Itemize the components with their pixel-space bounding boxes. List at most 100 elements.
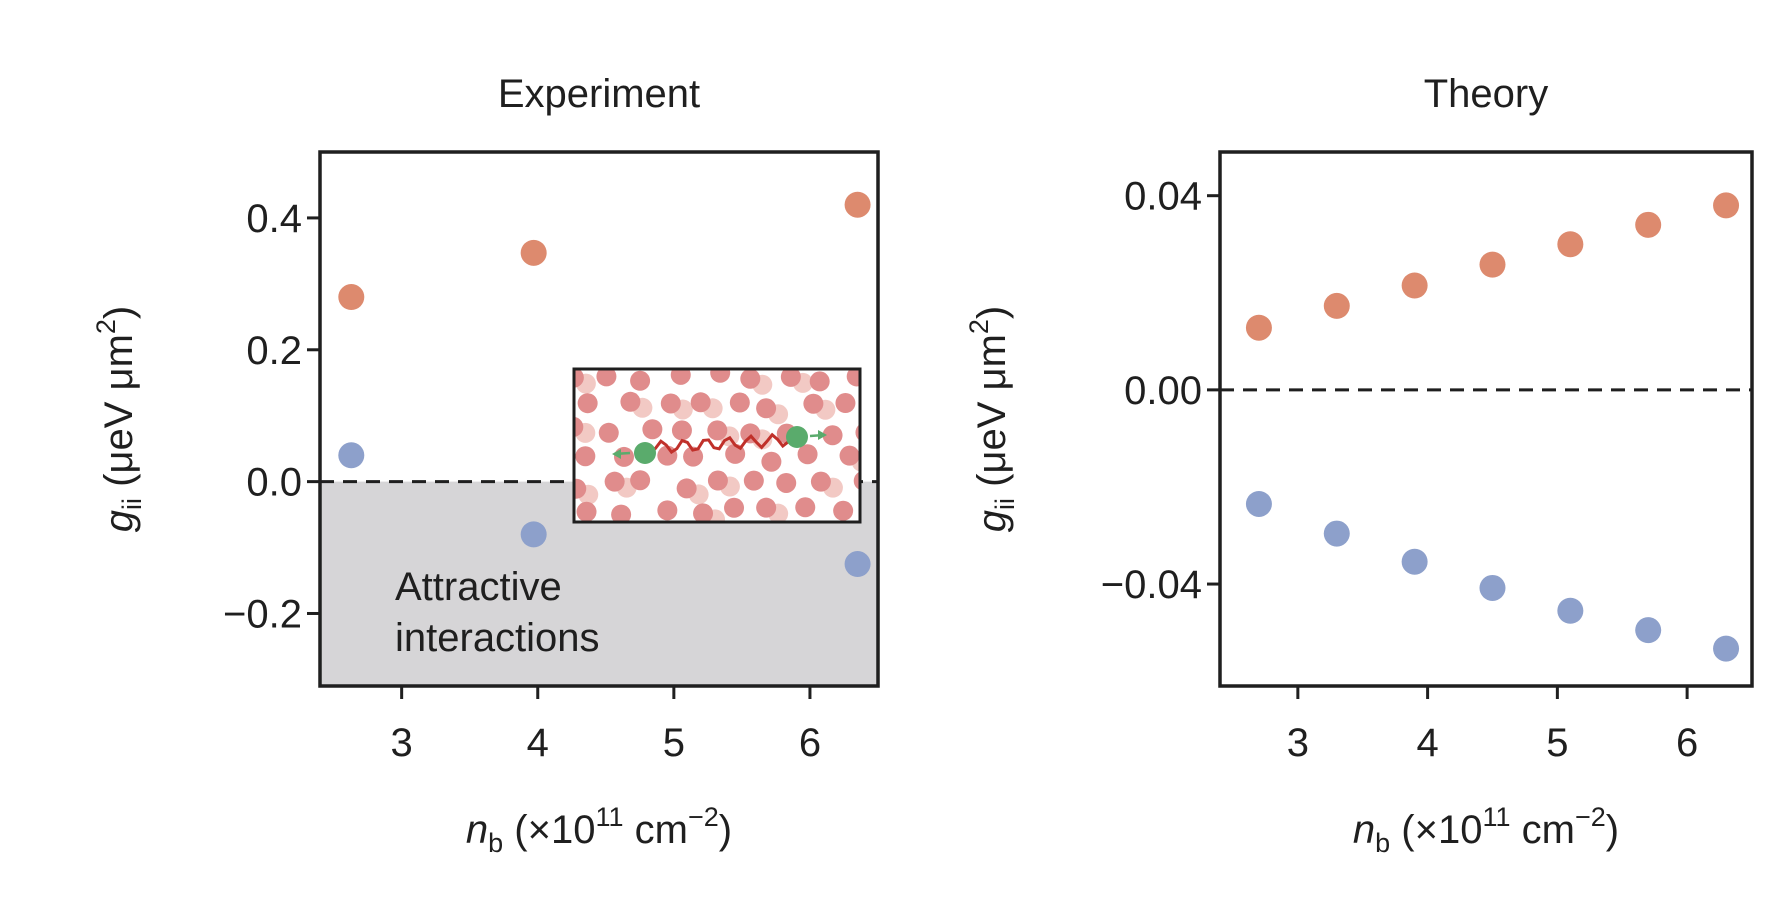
x-axis-label: nb (×1011 cm−2) [1353,802,1619,858]
inset-arrow-right-head [818,430,827,440]
y-axis-label: gii (μeV μm2) [91,306,147,533]
inset-illustration [572,367,904,524]
inset-particle [642,419,663,440]
repulsive-data-point [1245,314,1272,341]
inset-particle [707,420,728,441]
attractive-data-point [844,551,871,578]
inset-particle [596,369,617,387]
inset-particle [780,369,801,387]
attractive-data-point [1323,520,1350,547]
y-tick-label: 0.2 [246,329,302,373]
x-label-sub: b [1375,828,1390,858]
inset-particle [803,393,824,414]
y-tick-label: 0.04 [1124,175,1202,219]
inset-particle [853,471,860,491]
x-tick-label: 4 [1416,721,1438,765]
x-label-var: n [466,808,488,852]
attractive-data-point [338,442,365,469]
x-label-unit: cm [624,808,688,852]
inset-particle [776,472,797,493]
inset-particle [710,369,731,383]
inset-particle [756,497,777,518]
y-axis-label: gii (μeV μm2) [964,306,1020,533]
inset-particle [846,369,860,387]
repulsive-data-point [1635,211,1662,238]
x-tick-label: 6 [799,721,821,765]
inset-particle [598,422,619,443]
axes-frame [1218,150,1754,688]
x-tick-label: 5 [1546,721,1568,765]
attractive-data-point [1557,597,1584,624]
inset-particle [756,398,777,419]
inset-particle [724,497,745,518]
y-tick-label: 0.4 [246,197,302,241]
inset-particle [574,369,584,388]
y-label-unit: ) [970,306,1014,319]
inset-particle [835,393,856,414]
x-axis-label: nb (×1011 cm−2) [466,802,732,858]
y-label-unit: (μeV μm [97,334,141,498]
inset-particle [611,504,632,522]
inset-particle [604,471,625,492]
x-tick-label: 3 [391,721,413,765]
panel-title: Theory [1424,72,1549,116]
x-label-var: n [1353,808,1375,852]
inset-particle [614,446,635,467]
attractive-data-point [1245,490,1272,517]
attractive-data-point [1401,548,1428,575]
inset-particle [683,446,704,467]
inset-particle [743,470,764,491]
inset-particle [761,451,782,472]
x-label-exp: −2 [688,802,719,832]
x-label-exp: 11 [595,802,623,832]
inset-particle [574,478,587,499]
y-label-unit: ) [97,306,141,319]
inset-particle [740,423,761,444]
inset-particle [690,392,711,413]
x-label-unit: ) [719,808,732,852]
inset-impurity [634,442,656,464]
repulsive-data-point [520,239,547,266]
y-label-var: g [97,510,141,532]
inset-particle-faint [884,396,904,416]
inset-particle [810,471,831,492]
inset-impurity [786,426,808,448]
inset-particle [822,425,843,446]
inset-particle [740,369,761,389]
y-label-unit: (μeV μm [970,334,1014,498]
inset-frame [572,367,862,524]
x-tick-label: 3 [1287,721,1309,765]
repulsive-data-point [1713,192,1740,219]
inset-particle [676,478,697,499]
inset-particle [630,370,651,391]
y-tick-label: 0.00 [1124,369,1202,413]
experiment-panel: 3 4 5 6 −0.2 0.0 0.2 0.4 Experiment nb (×1011 cm−… [91,72,904,858]
inset-particle [855,424,860,441]
inset-particle [833,500,854,521]
x-label-exp: 11 [1482,802,1510,832]
inset-particle [670,369,691,385]
inset-particle [630,470,651,491]
inset-particle [671,420,692,441]
attractive-data-point [1635,617,1662,644]
y-tick-label: −0.2 [223,592,302,636]
inset-particle [660,393,681,414]
repulsive-data-point [844,191,871,218]
y-label-sub: ii [990,498,1020,510]
attractive-data-point [1713,635,1740,662]
repulsive-data-point [1401,272,1428,299]
inset-particle [693,503,714,522]
x-label-sub: b [488,828,503,858]
inset-particle [707,470,728,491]
inset-particle [575,446,596,467]
inset-background [574,369,860,522]
x-label-unit: (×10 [1390,808,1482,852]
inset-particle [865,450,885,470]
x-tick-label: 5 [663,721,685,765]
attractive-label: interactions [395,616,600,660]
inset-particle [809,371,830,392]
inset-arrow-left-head [612,449,621,459]
inset-interaction-wave [643,432,795,456]
